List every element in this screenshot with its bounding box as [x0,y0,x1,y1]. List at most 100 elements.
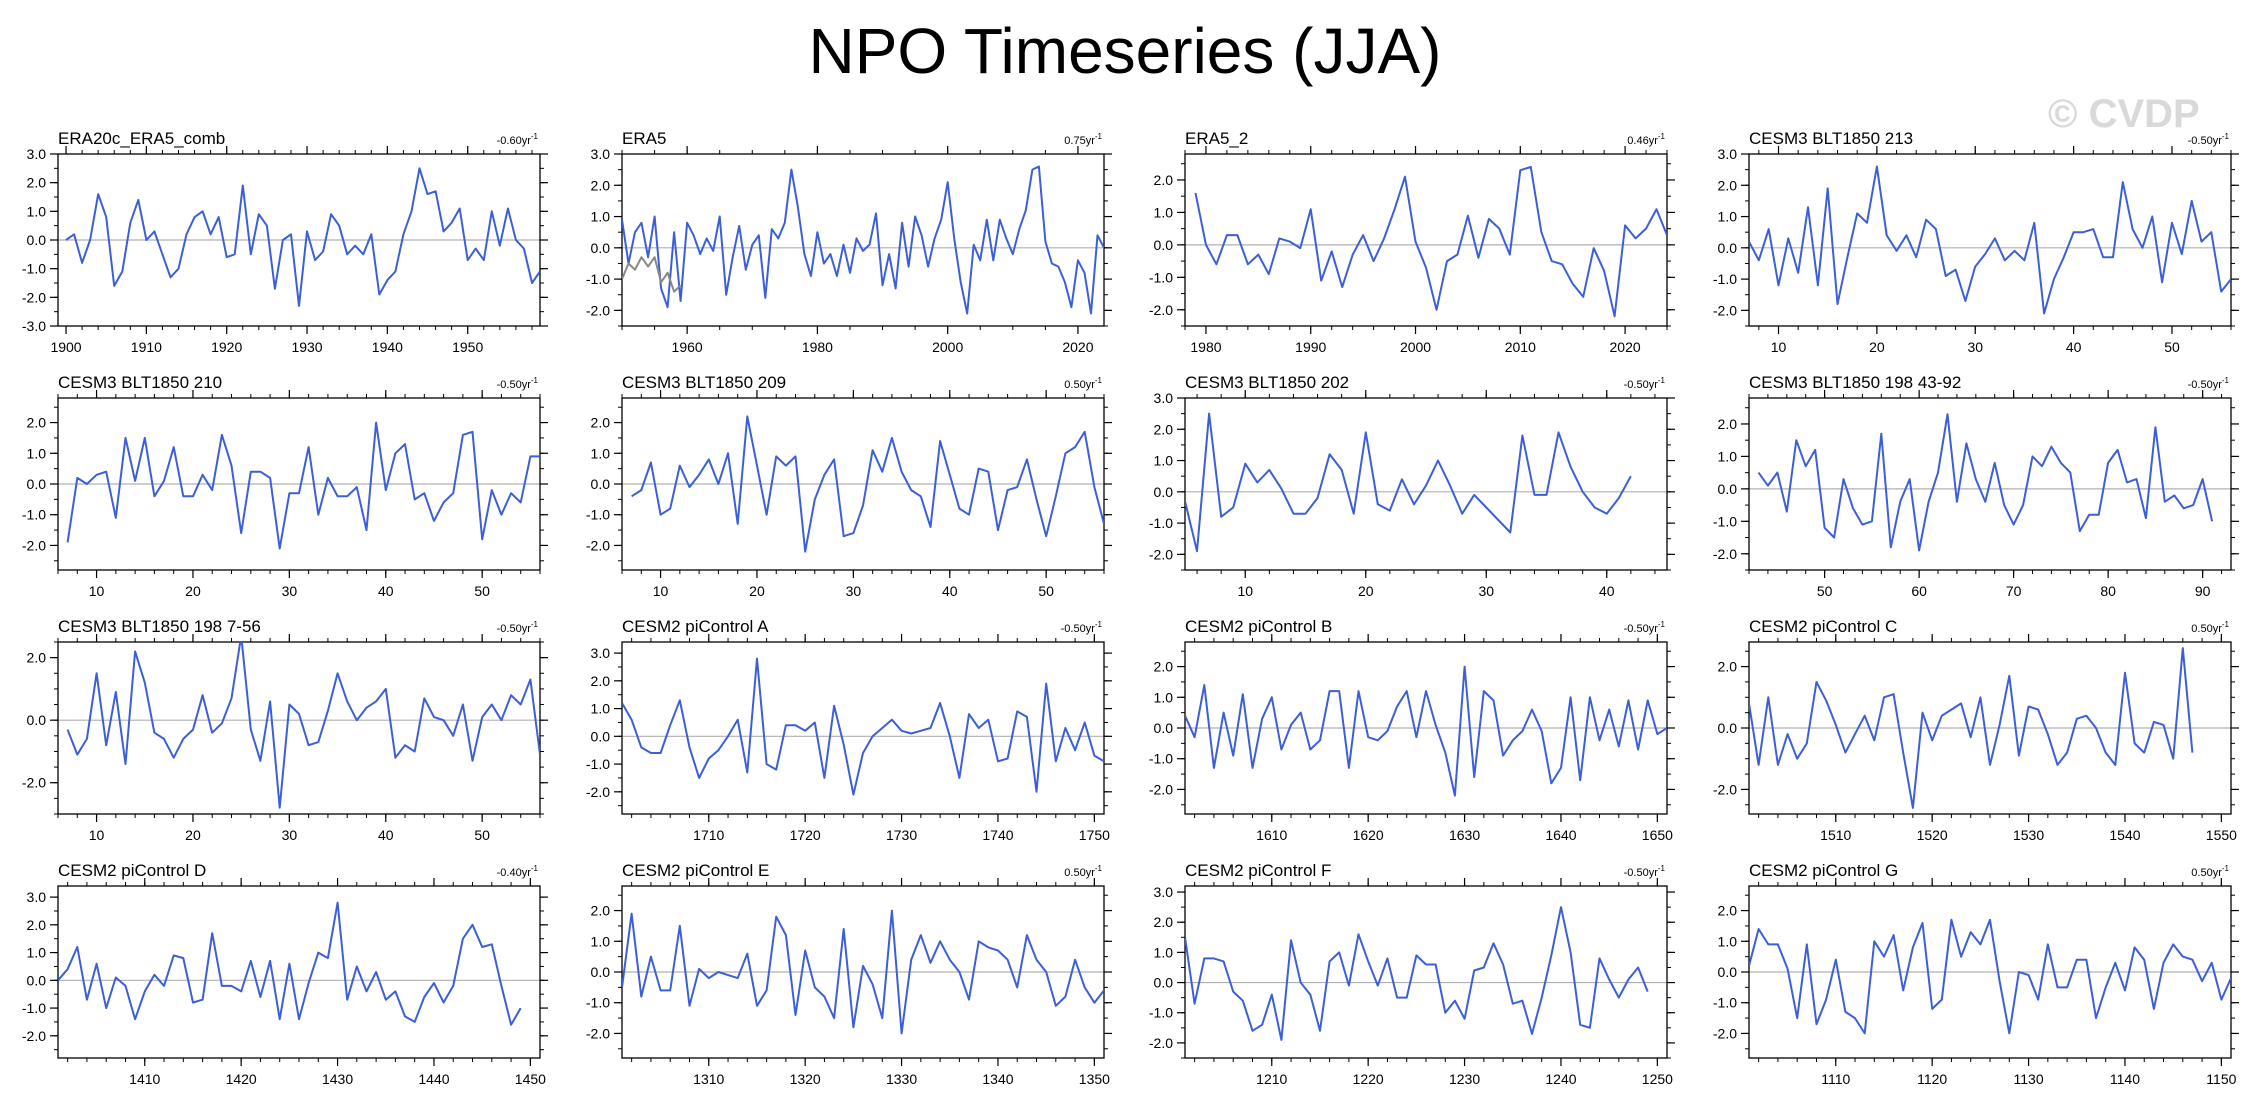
y-tick-label: -1.0 [1149,269,1173,285]
x-tick-label: 1520 [1917,827,1948,843]
y-tick-label: 3.0 [591,146,611,162]
y-tick-label: -1.0 [586,507,610,523]
series-line-npo [1749,918,2231,1035]
x-tick-label: 1740 [982,827,1013,843]
y-tick-label: -1.0 [22,261,46,277]
y-tick-label: -2.0 [586,537,610,553]
trend-label: 0.50yr-1 [1064,376,1102,391]
x-tick-label: 50 [474,583,490,599]
x-tick-label: 60 [1911,583,1927,599]
panel: CESM2 piControl B -0.50yr-1 -2.0 -1.0 0.0 1.0… [1149,617,1675,843]
panel-title: CESM3 BLT1850 198 43-92 [1749,373,1961,392]
y-tick-label: -1.0 [1713,271,1737,287]
panel: CESM2 piControl C 0.50yr-1 -2.0 0.0 2.0 1510 1… [1713,617,2239,843]
x-tick-label: 1750 [1079,827,1110,843]
y-tick-label: 2.0 [27,917,47,933]
y-tick-label: 0.0 [27,476,47,492]
y-tick-label: 2.0 [1154,914,1174,930]
plot-frame [621,153,1105,327]
panel: CESM2 piControl A -0.50yr-1 -2.0 -1.0 0.0 1.0… [586,617,1112,843]
y-tick-label: -1.0 [586,271,610,287]
panel: CESM2 piControl D -0.40yr-1 -2.0 -1.0 0.0 1.0… [22,861,548,1087]
trend-label: -0.50yr-1 [1624,620,1666,635]
trend-exponent: -1 [2222,376,2230,385]
y-tick-label: -2.0 [22,289,46,305]
x-tick-label: 1920 [211,339,242,355]
y-tick-label: -1.0 [22,1000,46,1016]
x-tick-label: 10 [653,583,669,599]
x-tick-label: 50 [1038,583,1054,599]
y-tick-label: 3.0 [1154,884,1174,900]
y-tick-label: 1.0 [27,203,47,219]
trend-exponent: -1 [1095,864,1103,873]
y-tick-label: 0.0 [1154,237,1174,253]
y-tick-label: -1.0 [1713,995,1737,1011]
y-tick-label: 0.0 [1718,720,1738,736]
series-line-npo [1185,412,1632,553]
x-tick-label: 1960 [672,339,703,355]
panel-title: CESM3 BLT1850 210 [58,373,222,392]
x-tick-label: 1240 [1545,1071,1576,1087]
trend-exponent: -1 [2222,620,2230,629]
x-tick-label: 1930 [291,339,322,355]
y-tick-label: -1.0 [22,507,46,523]
y-tick-label: 1.0 [1718,209,1738,225]
x-tick-label: 1510 [1820,827,1851,843]
series-line-npo [1185,906,1649,1041]
x-tick-label: 1310 [693,1071,724,1087]
y-tick-label: -2.0 [586,784,610,800]
y-tick-label: 2.0 [1718,416,1738,432]
y-tick-label: 0.0 [591,240,611,256]
x-tick-label: 1250 [1642,1071,1673,1087]
panel-title: CESM2 piControl B [1185,617,1332,636]
x-tick-label: 1120 [1917,1071,1947,1087]
trend-label: -0.50yr-1 [497,376,539,391]
y-tick-label: 1.0 [1154,453,1174,469]
y-tick-label: 3.0 [1154,390,1174,406]
panel-title: CESM2 piControl A [622,617,769,636]
panel-title: ERA20c_ERA5_comb [58,129,225,148]
x-tick-label: 40 [1599,583,1615,599]
trend-label: -0.50yr-1 [497,620,539,635]
y-tick-label: -2.0 [1149,302,1173,318]
y-tick-label: -2.0 [586,302,610,318]
y-tick-label: 2.0 [1154,421,1174,437]
y-tick-label: 2.0 [1154,659,1174,675]
x-tick-label: 10 [1771,339,1787,355]
panel: CESM3 BLT1850 210 -0.50yr-1 -2.0 -1.0 0.0 1.0… [22,373,548,599]
x-tick-label: 30 [282,583,298,599]
x-tick-label: 1220 [1353,1071,1384,1087]
trend-label: -0.50yr-1 [2188,132,2230,147]
plot-frame [1184,153,1668,327]
y-tick-label: 0.0 [591,728,611,744]
x-tick-label: 1720 [790,827,821,843]
series-line-npo [1749,647,2194,809]
y-tick-label: 1.0 [27,445,47,461]
x-tick-label: 70 [2006,583,2022,599]
x-tick-label: 1130 [2014,1071,2044,1087]
x-tick-label: 1650 [1642,827,1673,843]
chart-title: NPO Timeseries (JJA) [808,15,1442,87]
x-tick-label: 40 [942,583,958,599]
x-tick-label: 50 [1817,583,1833,599]
x-tick-label: 2010 [1505,339,1536,355]
series-line-npo [631,415,1104,553]
x-tick-label: 1450 [515,1071,546,1087]
series-line-npo [1185,665,1667,797]
x-tick-label: 1980 [1190,339,1221,355]
y-tick-label: 2.0 [1718,659,1738,675]
series-line-npo [1194,166,1667,318]
y-tick-label: 0.0 [1154,720,1174,736]
x-tick-label: 80 [2100,583,2116,599]
panel: CESM2 piControl E 0.50yr-1 -2.0 -1.0 0.0 1.0 2… [586,861,1112,1087]
y-tick-label: 1.0 [591,701,611,717]
y-tick-label: -2.0 [1713,1025,1737,1041]
trend-exponent: -1 [1658,620,1666,629]
panel-title: ERA5_2 [1185,129,1248,148]
x-tick-label: 1640 [1545,827,1576,843]
y-tick-label: -2.0 [586,1025,610,1041]
y-tick-label: 2.0 [591,673,611,689]
x-tick-label: 20 [749,583,765,599]
x-tick-label: 1150 [2206,1071,2236,1087]
y-tick-label: 2.0 [591,177,611,193]
